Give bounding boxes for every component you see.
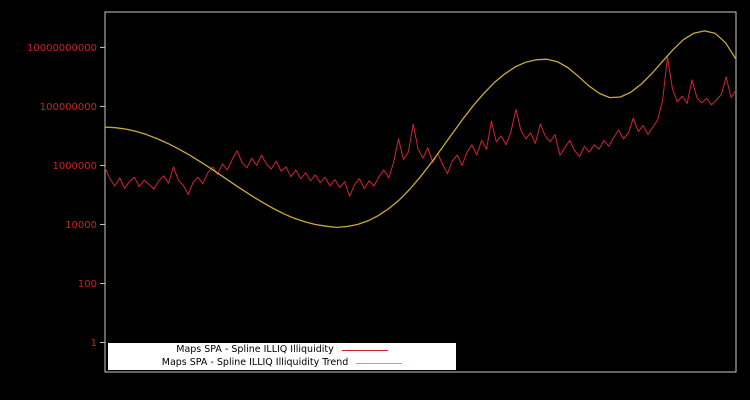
y-tick-label: 10000000000	[27, 43, 97, 54]
y-tick-label: 1000000	[52, 161, 97, 172]
y-tick-label: 100	[78, 279, 97, 290]
legend-label-trend: Maps SPA - Spline ILLIQ Illiquidity Tren…	[161, 357, 349, 368]
y-tick-label: 10000	[65, 220, 97, 231]
legend-line-swatch-red	[341, 349, 388, 351]
legend-line-swatch-khaki	[356, 362, 403, 364]
series-line-1	[104, 30, 737, 229]
legend-item-trend: Maps SPA - Spline ILLIQ Illiquidity Tren…	[112, 357, 452, 369]
legend-label-illiquidity: Maps SPA - Spline ILLIQ Illiquidity	[176, 344, 334, 355]
legend: Maps SPA - Spline ILLIQ Illiquidity Maps…	[108, 343, 456, 370]
legend-item-illiquidity: Maps SPA - Spline ILLIQ Illiquidity	[112, 344, 452, 356]
plot-border	[104, 11, 737, 373]
y-tick-label: 100000000	[40, 102, 97, 113]
y-tick-label: 1	[91, 338, 97, 349]
series-line-0	[104, 56, 737, 197]
